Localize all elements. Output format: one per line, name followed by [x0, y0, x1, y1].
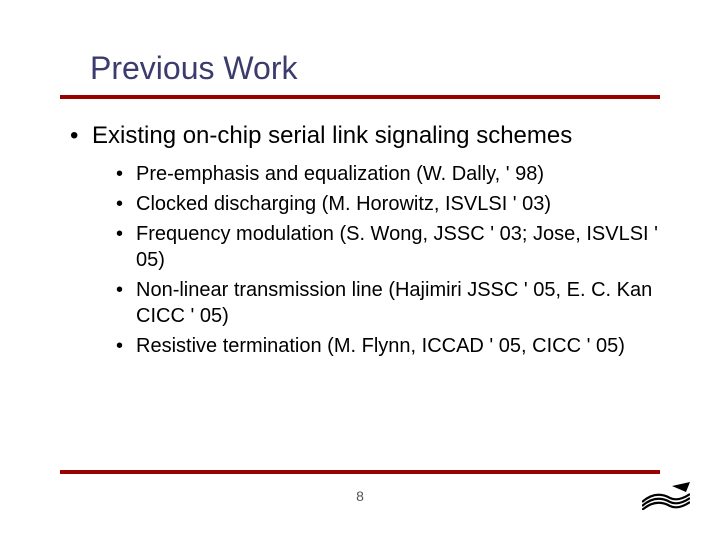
bottom-rule	[60, 470, 660, 474]
bullet-sub-text: Frequency modulation (S. Wong, JSSC ' 03…	[136, 223, 658, 271]
bullet-list-level1: Existing on-chip serial link signaling s…	[70, 121, 660, 359]
bullet-sub-text: Pre-emphasis and equalization (W. Dally,…	[136, 163, 544, 185]
bullet-list-level2: Pre-emphasis and equalization (W. Dally,…	[92, 151, 660, 359]
bullet-main-text: Existing on-chip serial link signaling s…	[92, 122, 572, 149]
slide: Previous Work Existing on-chip serial li…	[0, 0, 720, 540]
list-item: Frequency modulation (S. Wong, JSSC ' 03…	[116, 221, 660, 273]
list-item: Pre-emphasis and equalization (W. Dally,…	[116, 161, 660, 187]
bullet-sub-text: Clocked discharging (M. Horowitz, ISVLSI…	[136, 193, 551, 215]
content-area: Existing on-chip serial link signaling s…	[60, 99, 660, 359]
list-item: Resistive termination (M. Flynn, ICCAD '…	[116, 333, 660, 359]
title-wrap: Previous Work	[60, 50, 660, 93]
slide-title: Previous Work	[90, 50, 660, 87]
list-item: Existing on-chip serial link signaling s…	[70, 121, 660, 359]
page-number: 8	[0, 488, 720, 504]
bullet-sub-text: Non-linear transmission line (Hajimiri J…	[136, 279, 652, 327]
logo-icon	[642, 480, 690, 510]
list-item: Non-linear transmission line (Hajimiri J…	[116, 277, 660, 329]
bullet-sub-text: Resistive termination (M. Flynn, ICCAD '…	[136, 335, 625, 357]
list-item: Clocked discharging (M. Horowitz, ISVLSI…	[116, 191, 660, 217]
